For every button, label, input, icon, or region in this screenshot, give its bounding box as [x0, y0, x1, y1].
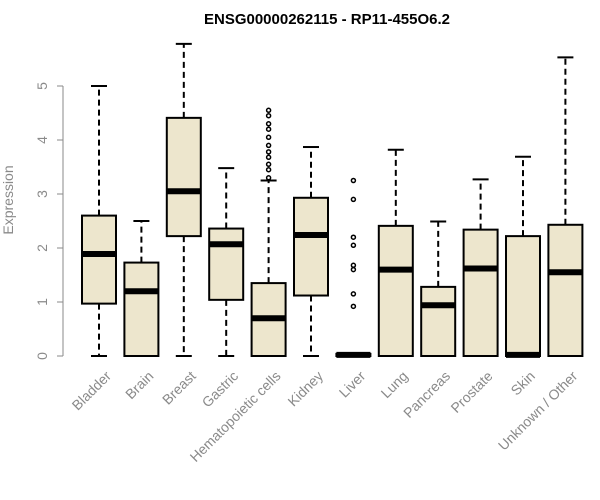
box-pancreas: [420, 220, 457, 358]
outlier-point: [265, 154, 272, 161]
y-tick-label: 1: [34, 298, 50, 306]
y-axis-label: Expression: [0, 165, 16, 234]
outlier-point: [265, 161, 272, 168]
outlier-point: [265, 126, 272, 132]
x-tick-label: Bladder: [69, 368, 115, 414]
box-body: [547, 223, 584, 357]
y-tick-label: 5: [34, 82, 50, 90]
box-gastric: [208, 167, 245, 357]
outlier-point: [350, 266, 357, 273]
x-tick-label: Kidney: [284, 368, 326, 410]
outlier-point: [265, 166, 272, 173]
box-body: [81, 214, 117, 305]
x-tick-label: Brain: [122, 368, 156, 402]
y-tick-label: 2: [34, 244, 50, 252]
x-tick-label: Unknown / Other: [495, 368, 581, 454]
box-body: [293, 196, 329, 297]
x-tick-label: Breast: [159, 368, 199, 408]
box-breast: [165, 42, 202, 357]
y-axis: 0 1 2 3 4 5: [34, 82, 64, 360]
box-prostate: [462, 178, 499, 357]
box-bladder: [81, 85, 117, 357]
box-body: [123, 261, 160, 357]
outlier-point: [350, 177, 357, 184]
outlier-point: [265, 107, 272, 114]
x-tick-label: Prostate: [447, 368, 495, 416]
box-skin: [505, 155, 541, 358]
box-body: [165, 116, 202, 238]
outlier-point: [265, 149, 272, 155]
y-tick-label: 4: [34, 136, 50, 144]
outlier-point: [265, 134, 272, 141]
outlier-point: [350, 242, 357, 249]
chart-title: ENSG00000262115 - RP11-455O6.2: [204, 11, 450, 28]
outlier-point: [350, 262, 357, 269]
box-hematopoietic-cells: [250, 107, 287, 358]
box-body: [505, 235, 541, 357]
x-tick-label: Liver: [336, 368, 369, 401]
outlier-point: [350, 291, 357, 297]
outlier-point: [265, 175, 272, 181]
x-tick-label: Lung: [378, 368, 411, 401]
y-tick-label: 0: [34, 352, 50, 360]
y-tick-label: 3: [34, 190, 50, 198]
box-brain: [123, 220, 160, 357]
x-tick-label: Skin: [507, 368, 538, 399]
box-lung: [377, 148, 414, 357]
outlier-point: [265, 142, 272, 149]
outlier-point: [350, 196, 357, 203]
boxes-layer: [81, 42, 584, 358]
box-body: [377, 224, 414, 357]
box-liver: [335, 177, 372, 358]
box-body: [462, 228, 499, 357]
box-unknown-other: [547, 56, 584, 357]
outlier-point: [350, 303, 357, 310]
outlier-point: [265, 121, 272, 127]
x-tick-label: Pancreas: [400, 368, 453, 421]
outlier-point: [265, 112, 272, 119]
box-body: [208, 227, 245, 301]
box-kidney: [293, 146, 329, 357]
box-body: [420, 285, 457, 358]
outlier-point: [350, 234, 357, 240]
